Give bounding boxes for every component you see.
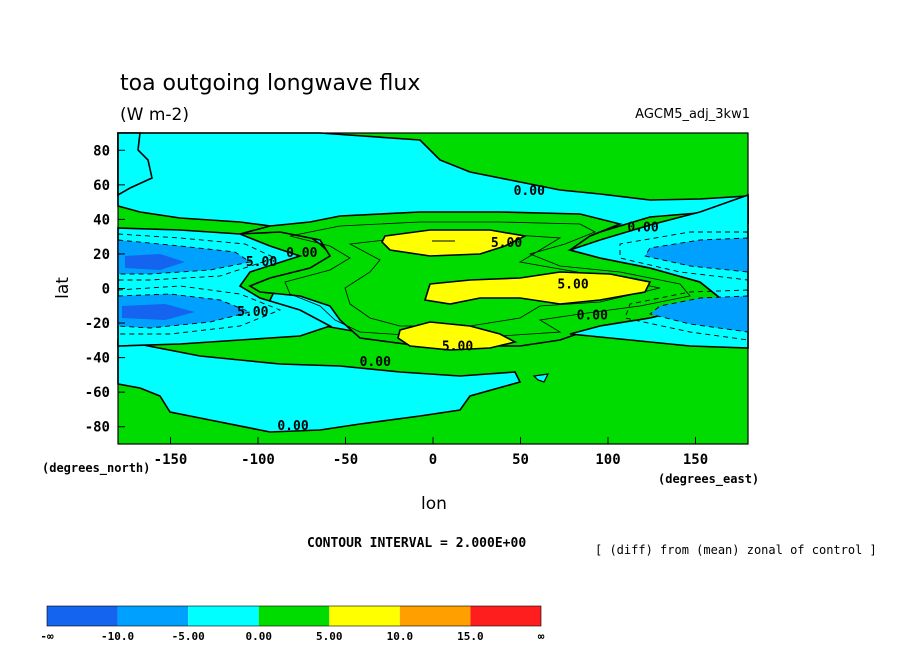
colorbar-swatch: [258, 606, 330, 626]
y-tick-label: -40: [85, 351, 110, 367]
chart-units: (W m-2): [120, 105, 189, 125]
contour-label: 0.00: [514, 184, 545, 199]
y-tick-label: -60: [85, 385, 110, 401]
colorbar: -∞ -10.0 -5.00 0.00 5.00 10.0 15.0 ∞: [40, 605, 545, 643]
y-axis: 80 60 40 20 0 -20 -40 -60 -80: [85, 143, 125, 436]
y-tick-label: 60: [93, 178, 110, 194]
yellow-cell-equator: [423, 271, 652, 305]
contour-label: 0.00: [277, 419, 308, 434]
negative-contours: [117, 231, 749, 341]
yellow-cell-south: [397, 321, 518, 351]
x-tick-label: 0: [429, 452, 437, 468]
contour-label: 5.00: [237, 305, 268, 320]
blue-cell-east-north: [645, 238, 748, 272]
x-tick-label: 150: [683, 452, 708, 468]
contour-label: 5.00: [442, 340, 473, 355]
colorbar-label: 5.00: [316, 630, 343, 643]
colorbar-swatch: [47, 606, 118, 626]
contour-interval-text: CONTOUR INTERVAL = 2.000E+00: [307, 536, 526, 551]
colorbar-swatch: [329, 606, 400, 626]
chart-title: toa outgoing longwave flux: [120, 71, 420, 96]
colorbar-label: ∞: [538, 630, 545, 643]
contour-field: [117, 132, 749, 445]
yellow-cell-north: [381, 229, 528, 257]
x-axis-label: lon: [421, 494, 447, 514]
colorbar-label: 0.00: [245, 630, 272, 643]
colorbar-swatch: [188, 606, 259, 626]
y-units-label: (degrees_north): [42, 461, 150, 476]
y-tick-label: -20: [85, 316, 110, 332]
y-tick-label: 80: [93, 143, 110, 159]
cyan-region-north-upper: [117, 132, 153, 197]
colorbar-label: 10.0: [387, 630, 414, 643]
contour-labels: 0.00 0.00 0.00 5.00 5.00 5.00 0.00 5.00 5.00 0.00…: [237, 184, 659, 434]
x-tick-label: -100: [241, 452, 275, 468]
x-axis: -150 -100 -50 0 50 100 150: [154, 437, 708, 468]
cyan-region-south: [117, 339, 522, 433]
x-units-label: (degrees_east): [658, 472, 759, 487]
contour-label: 0.00: [360, 355, 391, 370]
colorbar-frame: [46, 605, 542, 627]
colorbar-label: -10.0: [101, 630, 134, 643]
y-tick-label: 40: [93, 212, 110, 228]
contour-label: 0.00: [577, 308, 608, 323]
contour-label: 5.00: [246, 255, 277, 270]
x-tick-label: -150: [154, 452, 188, 468]
colorbar-swatch: [399, 606, 471, 626]
note-text: [ (diff) from (mean) zonal of control ]: [595, 543, 877, 557]
run-label: AGCM5_adj_3kw1: [635, 107, 750, 122]
dark-blue-cell-west-north: [125, 254, 185, 270]
colorbar-label: 15.0: [457, 630, 484, 643]
colorbar-swatch: [470, 606, 541, 626]
contour-label: 5.00: [557, 277, 588, 292]
contour-label: 0.00: [627, 220, 658, 235]
y-axis-label: lat: [53, 277, 73, 299]
y-tick-label: 20: [93, 247, 110, 263]
positive-contours: [284, 221, 691, 337]
dark-blue-cell-west-south: [122, 304, 195, 320]
x-tick-label: 50: [512, 452, 529, 468]
colorbar-label: -∞: [40, 630, 54, 643]
contour-label: 0.00: [286, 246, 317, 261]
colorbar-swatch: [117, 606, 189, 626]
colorbar-label: -5.00: [172, 630, 205, 643]
x-tick-label: -50: [333, 452, 358, 468]
blue-cell-east-south: [650, 296, 748, 332]
cyan-island: [532, 373, 550, 383]
y-tick-label: 0: [102, 282, 110, 298]
contour-label: 5.00: [491, 236, 522, 251]
y-tick-label: -80: [85, 420, 110, 436]
x-tick-label: 100: [595, 452, 620, 468]
